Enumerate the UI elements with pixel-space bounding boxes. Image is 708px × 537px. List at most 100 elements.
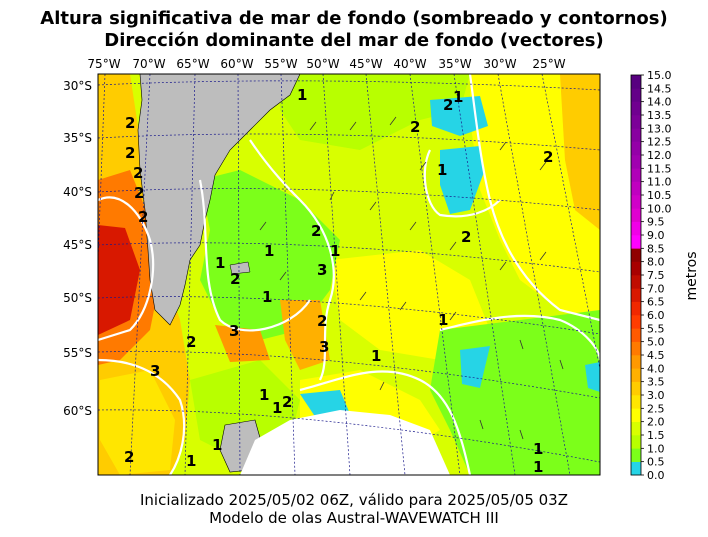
longitude-label: 25°W [532, 57, 565, 71]
colorbar-swatch [631, 448, 641, 462]
longitude-label: 70°W [132, 57, 165, 71]
latitude-label: 50°S [63, 291, 92, 305]
colorbar-tick-label: 5.0 [647, 336, 665, 349]
contour-label: 2 [138, 208, 148, 226]
contour-label: 1 [437, 161, 447, 179]
colorbar-swatch [631, 328, 641, 342]
colorbar-label: metros [684, 251, 700, 300]
contour-label: 3 [229, 322, 239, 340]
contour-label: 2 [543, 148, 553, 166]
colorbar-swatch [631, 221, 641, 236]
latitude-label: 35°S [63, 131, 92, 145]
colorbar-tick-label: 14.0 [647, 96, 672, 109]
colorbar-tick-label: 10.5 [647, 189, 672, 202]
colorbar-swatch [631, 301, 641, 316]
colorbar-tick-label: 7.5 [647, 269, 665, 282]
colorbar-tick-label: 4.0 [647, 362, 665, 375]
contour-labels: 1 2 1 2 1 2 2 2 2 2 2 2 2 1 1 3 1 2 1 3 … [124, 86, 553, 476]
colorbar-tick-label: 3.5 [647, 376, 665, 389]
contour-label: 1 [453, 88, 463, 106]
contour-label: 2 [124, 448, 134, 466]
latitude-label: 55°S [63, 346, 92, 360]
contour-label: 2 [125, 114, 135, 132]
colorbar-swatch [631, 368, 641, 382]
contour-label: 1 [262, 288, 272, 306]
map-subtitle: Dirección dominante del mar de fondo (ve… [104, 30, 604, 51]
colorbar-tick-label: 1.0 [647, 442, 665, 455]
colorbar [631, 75, 641, 476]
colorbar-swatch [631, 288, 641, 302]
latitude-label: 60°S [63, 404, 92, 418]
colorbar-tick-label: 4.5 [647, 349, 665, 362]
contour-label: 2 [317, 312, 327, 330]
colorbar-swatch [631, 101, 641, 116]
latitude-label: 30°S [63, 79, 92, 93]
forecast-validity: Inicializado 2025/05/02 06Z, válido para… [140, 491, 568, 509]
colorbar-swatch [631, 88, 641, 102]
colorbar-swatch [631, 275, 641, 289]
colorbar-tick-label: 9.0 [647, 229, 665, 242]
graticule [98, 74, 600, 475]
colorbar-swatch [631, 128, 641, 142]
swell-zone-lightgreen-north [280, 74, 470, 150]
contour-label: 3 [319, 338, 329, 356]
swell-zone-yellow-southwest [100, 370, 175, 475]
colorbar-swatch [631, 208, 641, 222]
colorbar-tick-label: 9.5 [647, 216, 665, 229]
longitude-label: 75°W [87, 57, 120, 71]
swell-direction-vectors [259, 116, 564, 440]
colorbar-tick-label: 6.0 [647, 309, 665, 322]
colorbar-tick-label: 2.0 [647, 416, 665, 429]
colorbar-tick-label: 12.5 [647, 136, 672, 149]
longitude-label: 60°W [220, 57, 253, 71]
latitude-labels: 30°S 35°S 40°S 45°S 50°S 55°S 60°S [63, 79, 92, 418]
colorbar-swatch [631, 315, 641, 329]
contour-label: 2 [443, 96, 453, 114]
latitude-label: 45°S [63, 238, 92, 252]
contour-label: 2 [134, 184, 144, 202]
swell-zone-cyan-3 [460, 346, 490, 388]
contour-label: 1 [264, 242, 274, 260]
malvinas-land [229, 261, 251, 275]
colorbar-tick-label: 8.0 [647, 256, 665, 269]
model-name: Modelo de olas Austral-WAVEWATCH III [209, 509, 499, 527]
colorbar-swatch [631, 155, 641, 169]
contour-label: 2 [311, 222, 321, 240]
longitude-label: 50°W [306, 57, 339, 71]
colorbar-tick-label: 0.0 [647, 469, 665, 482]
colorbar-swatch [631, 461, 641, 476]
colorbar-swatch [631, 168, 641, 182]
contour-label: 1 [533, 440, 543, 458]
contour-label: 2 [461, 228, 471, 246]
colorbar-swatch [631, 408, 641, 422]
colorbar-swatch [631, 75, 641, 89]
colorbar-tick-label: 0.5 [647, 456, 665, 469]
contour-label: 1 [186, 452, 196, 470]
colorbar-tick-label: 7.0 [647, 282, 665, 295]
colorbar-swatch [631, 141, 641, 156]
contour-label: 1 [371, 347, 381, 365]
colorbar-swatch [631, 261, 641, 276]
colorbar-tick-label: 5.5 [647, 322, 665, 335]
contour-label: 1 [259, 386, 269, 404]
colorbar-tick-label: 3.0 [647, 389, 665, 402]
contour-label: 1 [272, 399, 282, 417]
swell-zone-orange-east [560, 74, 600, 230]
colorbar-tick-label: 11.0 [647, 176, 672, 189]
contour-label: 2 [133, 164, 143, 182]
colorbar-tick-label: 6.5 [647, 296, 665, 309]
colorbar-swatch [631, 381, 641, 396]
contour-label: 1 [330, 242, 340, 260]
contour-label: 2 [410, 118, 420, 136]
contour-label: 1 [533, 458, 543, 476]
contour-label: 1 [215, 254, 225, 272]
colorbar-swatch [631, 435, 641, 449]
colorbar-tick-label: 13.0 [647, 122, 672, 135]
colorbar-swatch [631, 421, 641, 436]
colorbar-swatch [631, 395, 641, 409]
colorbar-swatch [631, 235, 641, 249]
contour-lines [98, 74, 600, 475]
latitude-label: 40°S [63, 185, 92, 199]
contour-label: 3 [317, 261, 327, 279]
colorbar-tick-label: 10.0 [647, 202, 672, 215]
